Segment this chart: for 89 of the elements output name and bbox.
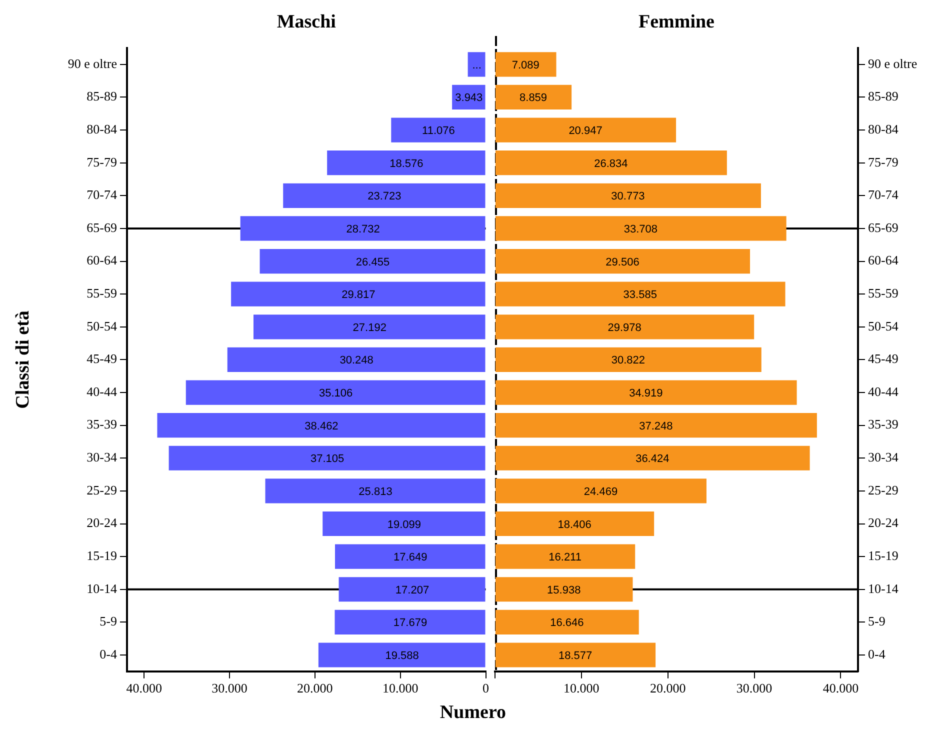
- data-label: 8.859: [520, 92, 548, 104]
- y-tick-label: 35-39: [868, 416, 898, 432]
- data-label: 18.576: [390, 158, 424, 170]
- data-label: 3.943: [455, 92, 483, 104]
- y-tick-label: 65-69: [86, 220, 117, 235]
- y-tick-label: 90 e oltre: [868, 56, 918, 71]
- y-tick-label: 55-59: [868, 286, 898, 300]
- data-label: 35.106: [318, 388, 353, 400]
- data-label: 28.732: [346, 223, 380, 236]
- data-label: 19.588: [385, 650, 419, 662]
- y-tick-label: 0-4: [100, 646, 118, 662]
- data-label: 38.462: [304, 420, 338, 432]
- data-label: 26.455: [356, 256, 390, 268]
- y-tick-label: 85-89: [86, 88, 117, 104]
- data-label: 36.424: [636, 453, 670, 466]
- y-tick-label: 65-69: [868, 220, 898, 235]
- y-tick-label: 80-84: [86, 121, 118, 136]
- x-axis-title: Numero: [438, 702, 508, 724]
- data-label: 27.192: [352, 322, 386, 334]
- data-label: 16.646: [550, 617, 584, 630]
- data-label: 33.585: [623, 289, 657, 302]
- data-label: 26.834: [594, 158, 628, 170]
- y-tick-label: 85-89: [868, 88, 898, 104]
- data-label: 37.248: [639, 420, 673, 432]
- y-tick-label: 0-4: [868, 646, 886, 662]
- x-tick-label: 40.000: [126, 680, 162, 696]
- x-tick-label: 30.000: [736, 680, 772, 696]
- data-label: 18.406: [558, 518, 592, 531]
- y-tick-label: 20-24: [868, 515, 899, 530]
- data-label: 30.773: [611, 190, 645, 203]
- y-tick-label: 10-14: [868, 580, 899, 596]
- x-tick-label: 10.000: [564, 680, 600, 696]
- y-tick-label: 45-49: [86, 351, 117, 366]
- data-label: 18.577: [558, 650, 592, 662]
- y-tick-label: 5-9: [100, 614, 117, 629]
- data-label: 29.506: [606, 256, 640, 268]
- data-label: 23.723: [368, 190, 402, 203]
- data-label: 17.207: [395, 584, 430, 596]
- y-tick-label: 40-44: [868, 384, 899, 399]
- y-tick-label: 25-29: [86, 482, 117, 498]
- y-tick-label: 25-29: [868, 482, 898, 498]
- data-label: 11.076: [422, 125, 455, 138]
- y-tick-label: 55-59: [86, 286, 117, 300]
- data-label: 34.919: [629, 388, 663, 400]
- data-label: 19.099: [387, 518, 422, 531]
- y-tick-label: 60-64: [86, 252, 118, 268]
- y-tick-label: 15-19: [86, 548, 117, 563]
- y-tick-label: 45-49: [868, 351, 898, 366]
- y-tick-label: 5-9: [868, 614, 886, 629]
- chart-title: Femmine: [638, 11, 714, 32]
- data-label: 16.211: [548, 552, 582, 564]
- y-tick-label: 10-14: [86, 580, 118, 596]
- data-label: ...: [472, 59, 482, 72]
- y-tick-label: 50-54: [868, 318, 899, 334]
- data-label: 17.679: [393, 617, 428, 630]
- data-label: 20.947: [568, 125, 602, 138]
- chart-title: Maschi: [276, 11, 336, 32]
- x-tick-label: 20.000: [297, 680, 333, 696]
- y-tick-label: 20-24: [86, 515, 118, 530]
- y-tick-label: 40-44: [86, 384, 118, 399]
- y-tick-label: 75-79: [868, 154, 898, 170]
- y-tick-label: 30-34: [868, 450, 899, 465]
- y-tick-label: 50-54: [86, 318, 118, 334]
- x-tick-label: 20.000: [650, 680, 686, 696]
- y-tick-label: 70-74: [86, 187, 118, 202]
- data-label: 7.089: [512, 59, 540, 72]
- y-tick-label: 60-64: [868, 252, 899, 268]
- y-tick-label: 35-39: [86, 416, 117, 432]
- y-tick-label: 70-74: [868, 187, 899, 202]
- data-label: 25.813: [358, 486, 392, 498]
- y-tick-label: 80-84: [868, 121, 899, 136]
- y-tick-label: 90 e oltre: [68, 56, 118, 71]
- x-tick-label: 10.000: [382, 680, 418, 696]
- y-tick-label: 15-19: [868, 548, 898, 563]
- data-label: 33.708: [624, 223, 658, 236]
- data-label: 37.105: [310, 453, 344, 466]
- x-tick-label: 0: [482, 680, 489, 696]
- x-tick-label: 30.000: [212, 680, 248, 696]
- y-tick-label: 75-79: [86, 154, 117, 170]
- data-label: 29.978: [608, 322, 642, 334]
- y-tick-label: 30-34: [86, 450, 118, 465]
- data-label: 29.817: [342, 289, 376, 302]
- data-label: 17.649: [394, 552, 428, 564]
- data-label: 30.822: [611, 354, 646, 367]
- data-label: 15.938: [547, 584, 581, 596]
- x-tick-label: 40.000: [822, 680, 859, 696]
- data-label: 30.248: [340, 354, 374, 367]
- y-axis-title: Classi di età: [12, 310, 34, 409]
- data-label: 24.469: [584, 486, 618, 498]
